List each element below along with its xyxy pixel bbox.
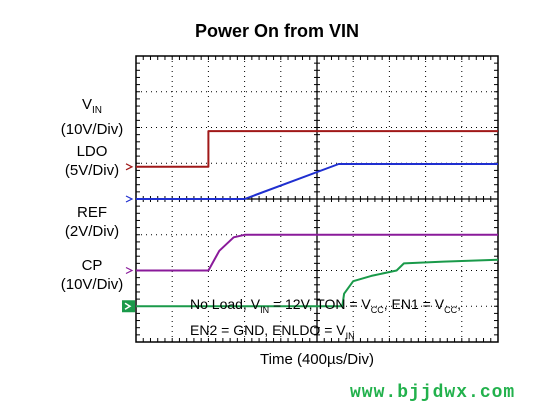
- trace-ldo: [136, 163, 498, 200]
- note-line-2: EN2 = GND, ENLDO = VIN: [190, 321, 355, 341]
- vin-scale: (10V/Div): [60, 121, 124, 138]
- ldo-scale: (5V/Div): [64, 162, 120, 179]
- trace-cp: [136, 258, 499, 308]
- marker-ldo: [125, 195, 134, 203]
- marker-arrow: [124, 302, 132, 310]
- marker-vin: [125, 163, 134, 171]
- ldo-label-main: LDO: [76, 143, 108, 160]
- marker-cp: [122, 300, 135, 313]
- cp-scale: (10V/Div): [60, 276, 124, 293]
- vin-label-sub: IN: [92, 105, 102, 116]
- test-conditions-note: No Load, VIN = 12V, TON = VCC, EN1 = VCC…: [190, 294, 461, 346]
- ref-label: REF (2V/Div): [52, 203, 132, 241]
- plot-traces: [136, 130, 499, 308]
- note-line-1: No Load, VIN = 12V, TON = VCC, EN1 = VCC…: [190, 296, 461, 315]
- ldo-label: LDO (5V/Div): [52, 142, 132, 180]
- channel-markers: [122, 163, 135, 313]
- x-axis-label: Time (400µs/Div): [260, 351, 374, 368]
- trace-vin: [136, 130, 498, 168]
- vin-label-main: V: [81, 96, 92, 113]
- cp-label-main: CP: [81, 257, 103, 274]
- watermark: www.bjjdwx.com: [350, 383, 516, 403]
- cp-label: CP (10V/Div): [52, 256, 132, 294]
- chart-title: Power On from VIN: [194, 21, 360, 41]
- trace-ref: [136, 233, 498, 272]
- marker-ref: [125, 266, 134, 275]
- ref-scale: (2V/Div): [64, 223, 120, 240]
- vin-label: VIN (10V/Div): [52, 95, 132, 139]
- ref-label-main: REF: [77, 204, 107, 221]
